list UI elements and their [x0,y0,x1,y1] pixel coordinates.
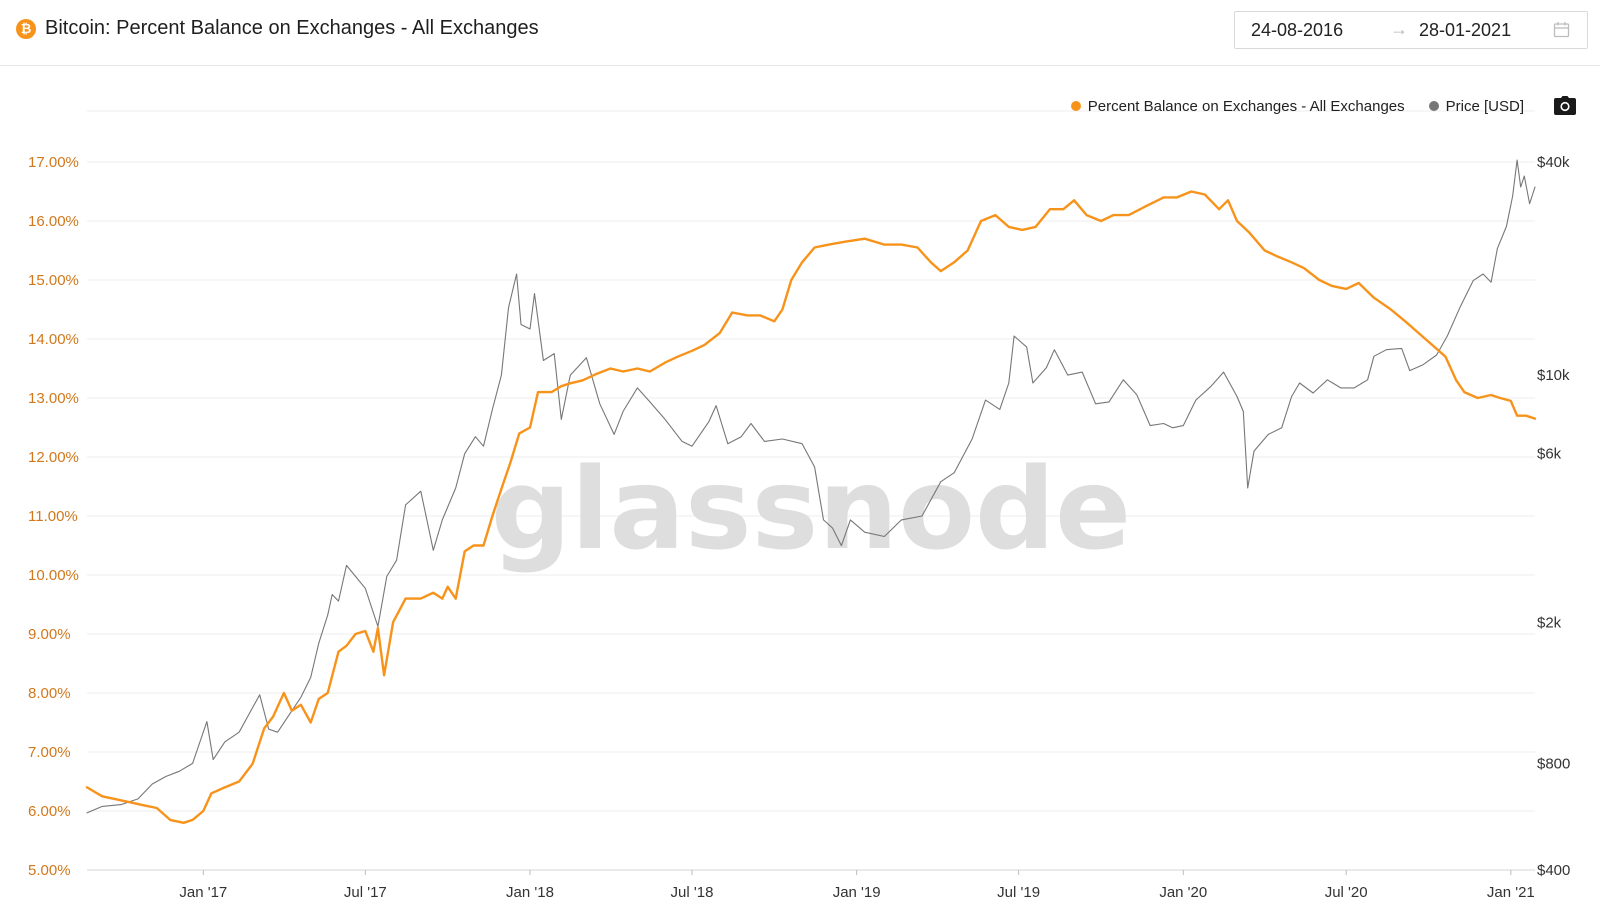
chart-header: ₿ Bitcoin: Percent Balance on Exchanges … [0,0,1600,66]
arrow-right-icon: → [1390,19,1408,39]
left-tick-label: 12.00% [28,449,79,466]
legend-dot-price [1428,101,1439,111]
chart-title: Bitcoin: Percent Balance on Exchanges - … [45,17,539,39]
left-tick-label: 6.00% [28,803,71,820]
left-tick-label: 10.00% [28,567,79,584]
left-tick-label: 11.00% [28,508,78,525]
x-tick-label: Jul '17 [344,884,387,901]
left-tick-label: 16.00% [28,213,79,230]
right-tick-label: $2k [1537,615,1562,632]
x-tick-label: Jan '20 [1159,884,1207,901]
left-tick-label: 13.00% [28,390,79,407]
watermark: glassnode [491,445,1131,575]
left-tick-label: 14.00% [28,331,79,348]
date-range-picker[interactable]: 24-08-2016 → 28-01-2021 [1234,11,1588,49]
series-line-percent-balance [85,190,1537,824]
legend-dot-percent-balance [1070,101,1081,111]
camera-icon[interactable] [1553,95,1577,117]
right-tick-label: $400 [1537,862,1570,879]
left-tick-label: 8.00% [28,685,71,702]
legend-item-price[interactable]: Price [USD] [1428,97,1524,115]
x-tick-label: Jan '17 [179,884,227,901]
legend-item-percent-balance[interactable]: Percent Balance on Exchanges - All Excha… [1070,97,1405,115]
legend-label-percent-balance: Percent Balance on Exchanges - All Excha… [1087,97,1405,115]
left-tick-label: 5.00% [28,862,71,879]
left-tick-label: 15.00% [28,272,79,289]
x-tick-label: Jul '18 [671,884,714,901]
right-tick-label: $10k [1537,367,1570,384]
x-tick-label: Jan '19 [833,884,881,901]
left-tick-label: 7.00% [28,744,71,761]
right-tick-label: $6k [1537,446,1562,463]
chart-legend: Percent Balance on Exchanges - All Excha… [1047,96,1524,116]
left-tick-label: 9.00% [28,626,71,643]
series-line-price [86,159,1536,814]
legend-label-price: Price [USD] [1445,97,1524,115]
left-tick-label: 17.00% [28,154,79,171]
right-tick-label: $40k [1537,154,1570,171]
bitcoin-icon: ₿ [16,19,36,39]
x-tick-label: Jul '19 [997,884,1040,901]
x-tick-label: Jan '18 [506,884,554,901]
x-tick-label: Jan '21 [1487,884,1535,901]
date-end-input[interactable]: 28-01-2021 [1419,20,1512,40]
x-tick-label: Jul '20 [1325,884,1368,901]
date-start-input[interactable]: 24-08-2016 [1251,20,1344,40]
right-tick-label: $800 [1537,755,1570,772]
calendar-icon[interactable] [1553,21,1570,38]
